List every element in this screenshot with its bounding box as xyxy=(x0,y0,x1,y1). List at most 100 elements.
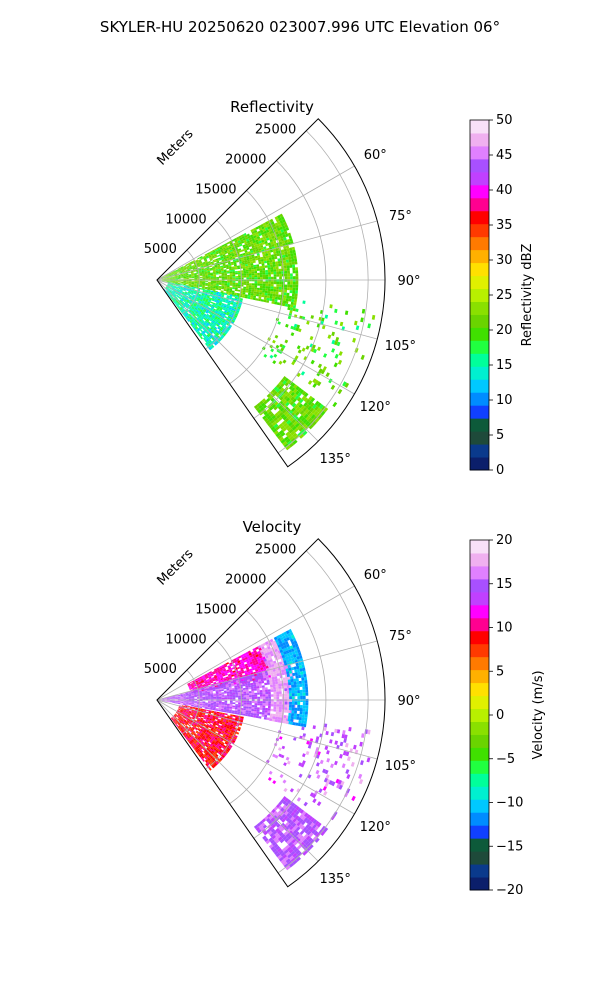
echo-cell xyxy=(216,698,219,700)
echo-cell xyxy=(289,676,294,680)
echo-cell xyxy=(194,710,198,713)
echo-cell xyxy=(212,688,216,690)
echo-cell xyxy=(172,281,176,282)
echo-cell xyxy=(211,262,214,265)
echo-cell xyxy=(175,277,178,278)
echo-cell xyxy=(185,306,188,309)
echo-cell xyxy=(173,283,177,285)
echo-cell xyxy=(271,676,275,680)
echo-cell xyxy=(275,683,279,687)
echo-cell xyxy=(290,667,295,671)
echo-cell xyxy=(186,708,190,710)
echo-cell xyxy=(229,697,233,700)
echo-cell xyxy=(275,344,280,349)
echo-cell xyxy=(212,256,215,259)
echo-cell xyxy=(197,296,201,299)
echo-cell xyxy=(202,327,205,331)
echo-cell xyxy=(278,268,282,272)
echo-cell xyxy=(174,289,177,291)
echo-cell xyxy=(234,709,238,711)
echo-cell xyxy=(202,275,206,277)
echo-cell xyxy=(295,722,299,726)
echo-cell xyxy=(234,687,238,690)
echo-cell xyxy=(185,712,188,715)
echo-cell xyxy=(194,695,197,697)
echo-cell xyxy=(204,287,208,290)
echo-cell xyxy=(221,724,225,727)
echo-cell xyxy=(199,695,203,697)
echo-cell xyxy=(304,683,308,687)
echo-cell xyxy=(198,306,202,310)
echo-cell xyxy=(198,681,202,684)
echo-cell xyxy=(231,246,235,250)
echo-cell xyxy=(180,294,184,297)
echo-cell xyxy=(295,675,299,679)
echo-cell xyxy=(193,693,197,695)
echo-cell xyxy=(283,292,287,296)
echo-cell xyxy=(175,724,178,727)
echo-cell xyxy=(286,267,290,271)
echo-cell xyxy=(333,362,338,368)
echo-cell xyxy=(212,309,216,313)
echo-cell xyxy=(213,292,217,295)
echo-cell xyxy=(254,285,258,288)
echo-cell xyxy=(267,646,271,650)
echo-cell xyxy=(271,298,275,302)
echo-cell xyxy=(184,293,188,295)
echo-cell xyxy=(220,322,224,326)
echo-cell xyxy=(221,271,225,273)
echo-cell xyxy=(213,713,217,716)
echo-cell xyxy=(256,294,260,297)
colorbar-swatch xyxy=(470,120,489,134)
echo-cell xyxy=(183,294,187,297)
echo-cell xyxy=(235,663,239,666)
echo-cell xyxy=(240,234,245,238)
echo-cell xyxy=(191,696,195,698)
echo-cell xyxy=(221,294,225,296)
echo-cell xyxy=(275,425,281,431)
echo-cell xyxy=(309,336,314,341)
echo-cell xyxy=(250,295,254,298)
echo-cell xyxy=(207,721,211,724)
echo-cell xyxy=(299,389,305,394)
echo-cell xyxy=(174,298,177,301)
echo-cell xyxy=(195,746,199,750)
echo-cell xyxy=(210,700,214,702)
echo-cell xyxy=(184,723,188,726)
echo-cell xyxy=(197,737,201,741)
echo-cell xyxy=(169,698,173,699)
echo-cell xyxy=(257,409,262,414)
echo-cell xyxy=(283,400,288,405)
echo-cell xyxy=(218,258,222,261)
echo-cell xyxy=(216,694,219,696)
echo-cell xyxy=(212,744,216,748)
echo-cell xyxy=(221,259,225,262)
echo-cell xyxy=(201,268,205,271)
echo-cell xyxy=(254,675,258,679)
echo-cell xyxy=(279,343,284,348)
echo-cell xyxy=(196,733,200,737)
echo-cell xyxy=(207,696,211,698)
echo-cell xyxy=(217,267,221,270)
echo-cell xyxy=(229,689,233,692)
echo-cell xyxy=(246,277,250,280)
echo-cell xyxy=(213,275,217,278)
echo-cell xyxy=(277,390,283,395)
echo-cell xyxy=(180,697,184,699)
colorbar-swatch xyxy=(470,314,489,328)
echo-cell xyxy=(201,682,205,684)
echo-cell xyxy=(268,281,271,284)
echo-cell xyxy=(192,716,195,719)
echo-cell xyxy=(266,257,270,261)
echo-cell xyxy=(198,747,202,751)
echo-cell xyxy=(294,355,299,360)
echo-cell xyxy=(178,286,182,288)
echo-cell xyxy=(200,733,204,737)
echo-cell xyxy=(229,703,233,706)
echo-cell xyxy=(288,410,293,416)
echo-cell xyxy=(252,227,257,232)
echo-cell xyxy=(202,747,206,751)
echo-cell xyxy=(205,725,209,729)
echo-cell xyxy=(246,691,249,694)
echo-cell xyxy=(185,704,189,706)
